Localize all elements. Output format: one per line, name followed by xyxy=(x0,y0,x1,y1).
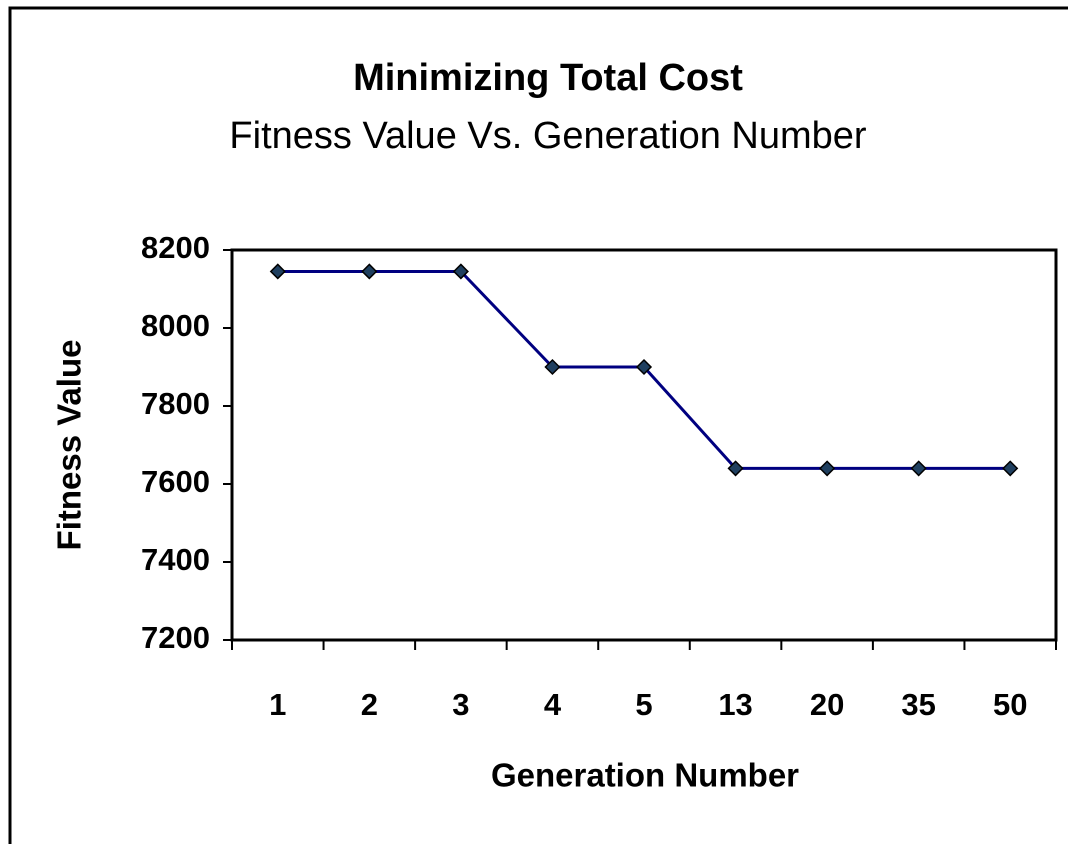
x-tick-label: 13 xyxy=(718,687,752,722)
x-tick-label: 2 xyxy=(361,687,378,722)
x-tick-label: 5 xyxy=(635,687,652,722)
marker xyxy=(452,263,469,280)
x-tick-label: 50 xyxy=(993,687,1027,722)
x-tick-label: 20 xyxy=(810,687,844,722)
y-tick-label: 7400 xyxy=(141,542,210,577)
chart-title: Minimizing Total Cost xyxy=(353,57,743,99)
marker xyxy=(1002,460,1019,477)
x-tick-label: 1 xyxy=(269,687,286,722)
x-tick-label: 3 xyxy=(452,687,469,722)
y-tick-label: 8200 xyxy=(141,230,210,265)
marker xyxy=(910,460,927,477)
chart-subtitle: Fitness Value Vs. Generation Number xyxy=(229,115,866,157)
marker xyxy=(544,358,561,376)
marker xyxy=(361,263,378,280)
y-tick-label: 8000 xyxy=(141,308,210,343)
chart-border xyxy=(8,6,1068,844)
marker xyxy=(635,358,653,376)
y-tick-label: 7800 xyxy=(141,386,210,421)
x-tick-label: 4 xyxy=(544,687,562,722)
marker xyxy=(269,263,286,280)
y-tick-label: 7600 xyxy=(141,464,210,499)
x-axis-label: Generation Number xyxy=(491,757,799,794)
x-tick-label: 35 xyxy=(901,687,935,722)
marker xyxy=(819,460,836,477)
y-tick-label: 7200 xyxy=(141,620,210,655)
plot-area xyxy=(230,248,1058,642)
marker xyxy=(727,460,744,477)
y-axis-label: Fitness Value xyxy=(51,340,88,551)
